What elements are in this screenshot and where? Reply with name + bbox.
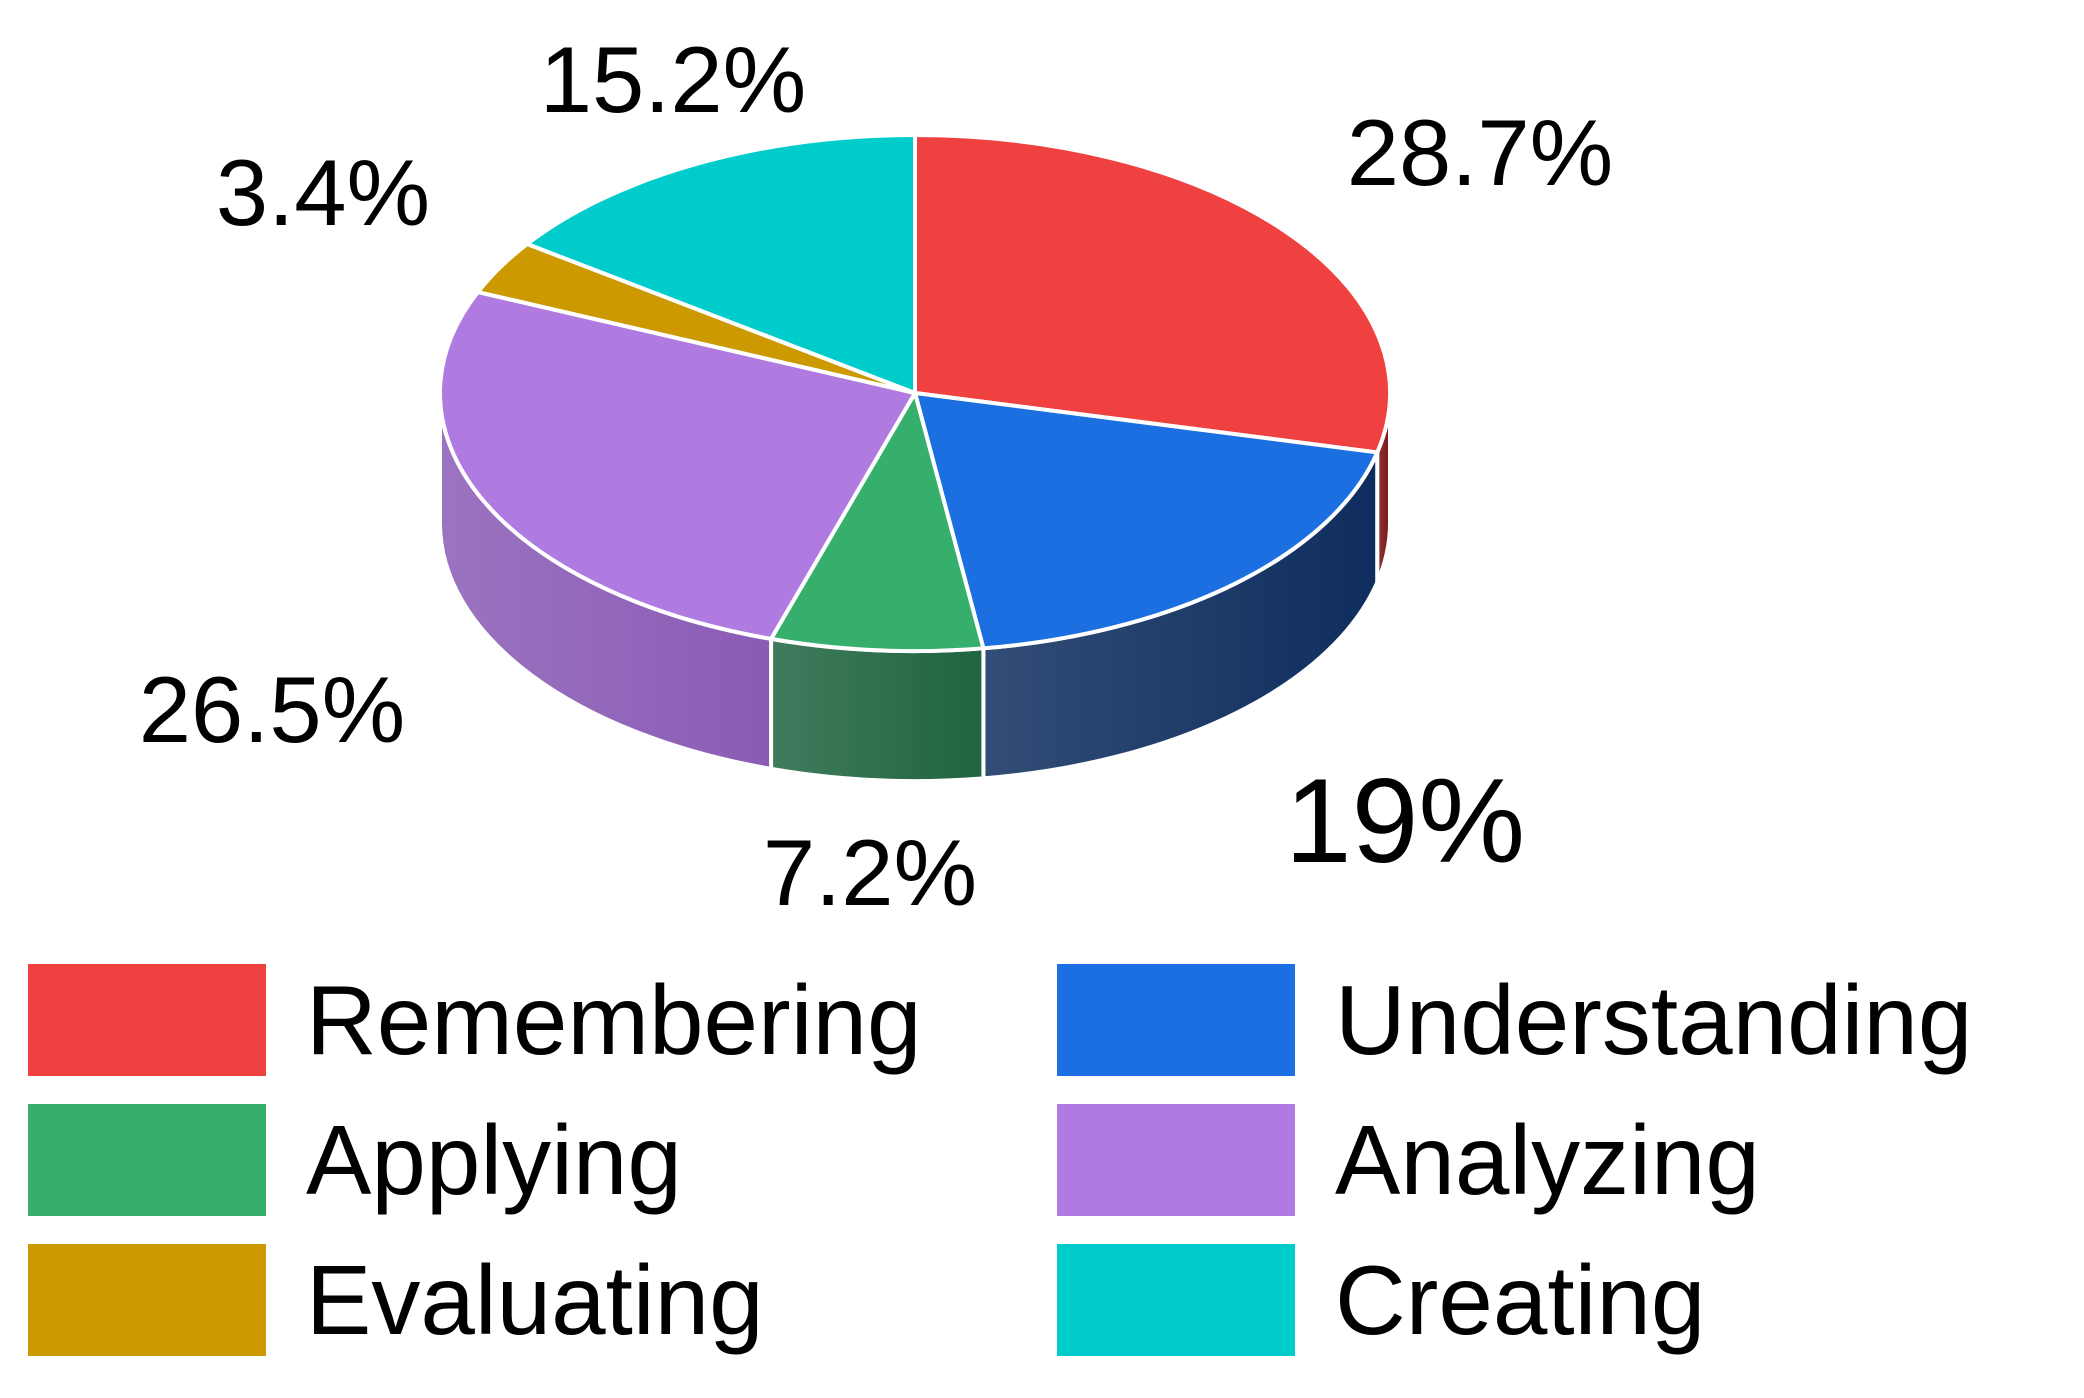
- legend-label-analyzing: Analyzing: [1335, 1105, 1760, 1215]
- legend-item-evaluating: Evaluating: [28, 1244, 764, 1356]
- legend-label-remembering: Remembering: [306, 965, 921, 1075]
- legend-item-applying: Applying: [28, 1104, 682, 1216]
- legend-label-evaluating: Evaluating: [306, 1245, 764, 1355]
- pie-label-analyzing: 26.5%: [139, 657, 406, 762]
- pie-slice-understanding: [913, 391, 1380, 651]
- legend-swatch-analyzing: [1057, 1104, 1295, 1216]
- legend-swatch-understanding: [1057, 964, 1295, 1076]
- legend-swatch-creating: [1057, 1244, 1295, 1356]
- pie-label-understanding: 19%: [1285, 754, 1525, 888]
- pie-top-faces: [438, 133, 1392, 653]
- pie-slice-remembering: [913, 133, 1392, 455]
- legend-swatch-applying: [28, 1104, 266, 1216]
- legend-swatch-remembering: [28, 964, 266, 1076]
- legend: Remembering Understanding Applying Analyzin…: [28, 964, 1972, 1356]
- legend-label-understanding: Understanding: [1335, 965, 1972, 1075]
- legend-label-applying: Applying: [306, 1105, 682, 1215]
- pie-label-evaluating: 3.4%: [216, 140, 430, 245]
- pie-percent-labels: 28.7% 19% 7.2% 26.5% 3.4% 15.2%: [139, 27, 1614, 925]
- legend-item-understanding: Understanding: [1057, 964, 1972, 1076]
- pie-slice-applying: [769, 391, 986, 653]
- pie-side-applying: [769, 636, 986, 783]
- legend-swatch-evaluating: [28, 1244, 266, 1356]
- pie-slice-analyzing: [438, 290, 917, 641]
- pie-slice-creating: [525, 133, 917, 395]
- legend-item-creating: Creating: [1057, 1244, 1705, 1356]
- pie-label-remembering: 28.7%: [1347, 100, 1614, 205]
- pie-label-applying: 7.2%: [763, 820, 977, 925]
- legend-item-analyzing: Analyzing: [1057, 1104, 1760, 1216]
- pie-label-creating: 15.2%: [540, 27, 807, 132]
- legend-label-creating: Creating: [1335, 1245, 1705, 1355]
- legend-item-remembering: Remembering: [28, 964, 921, 1076]
